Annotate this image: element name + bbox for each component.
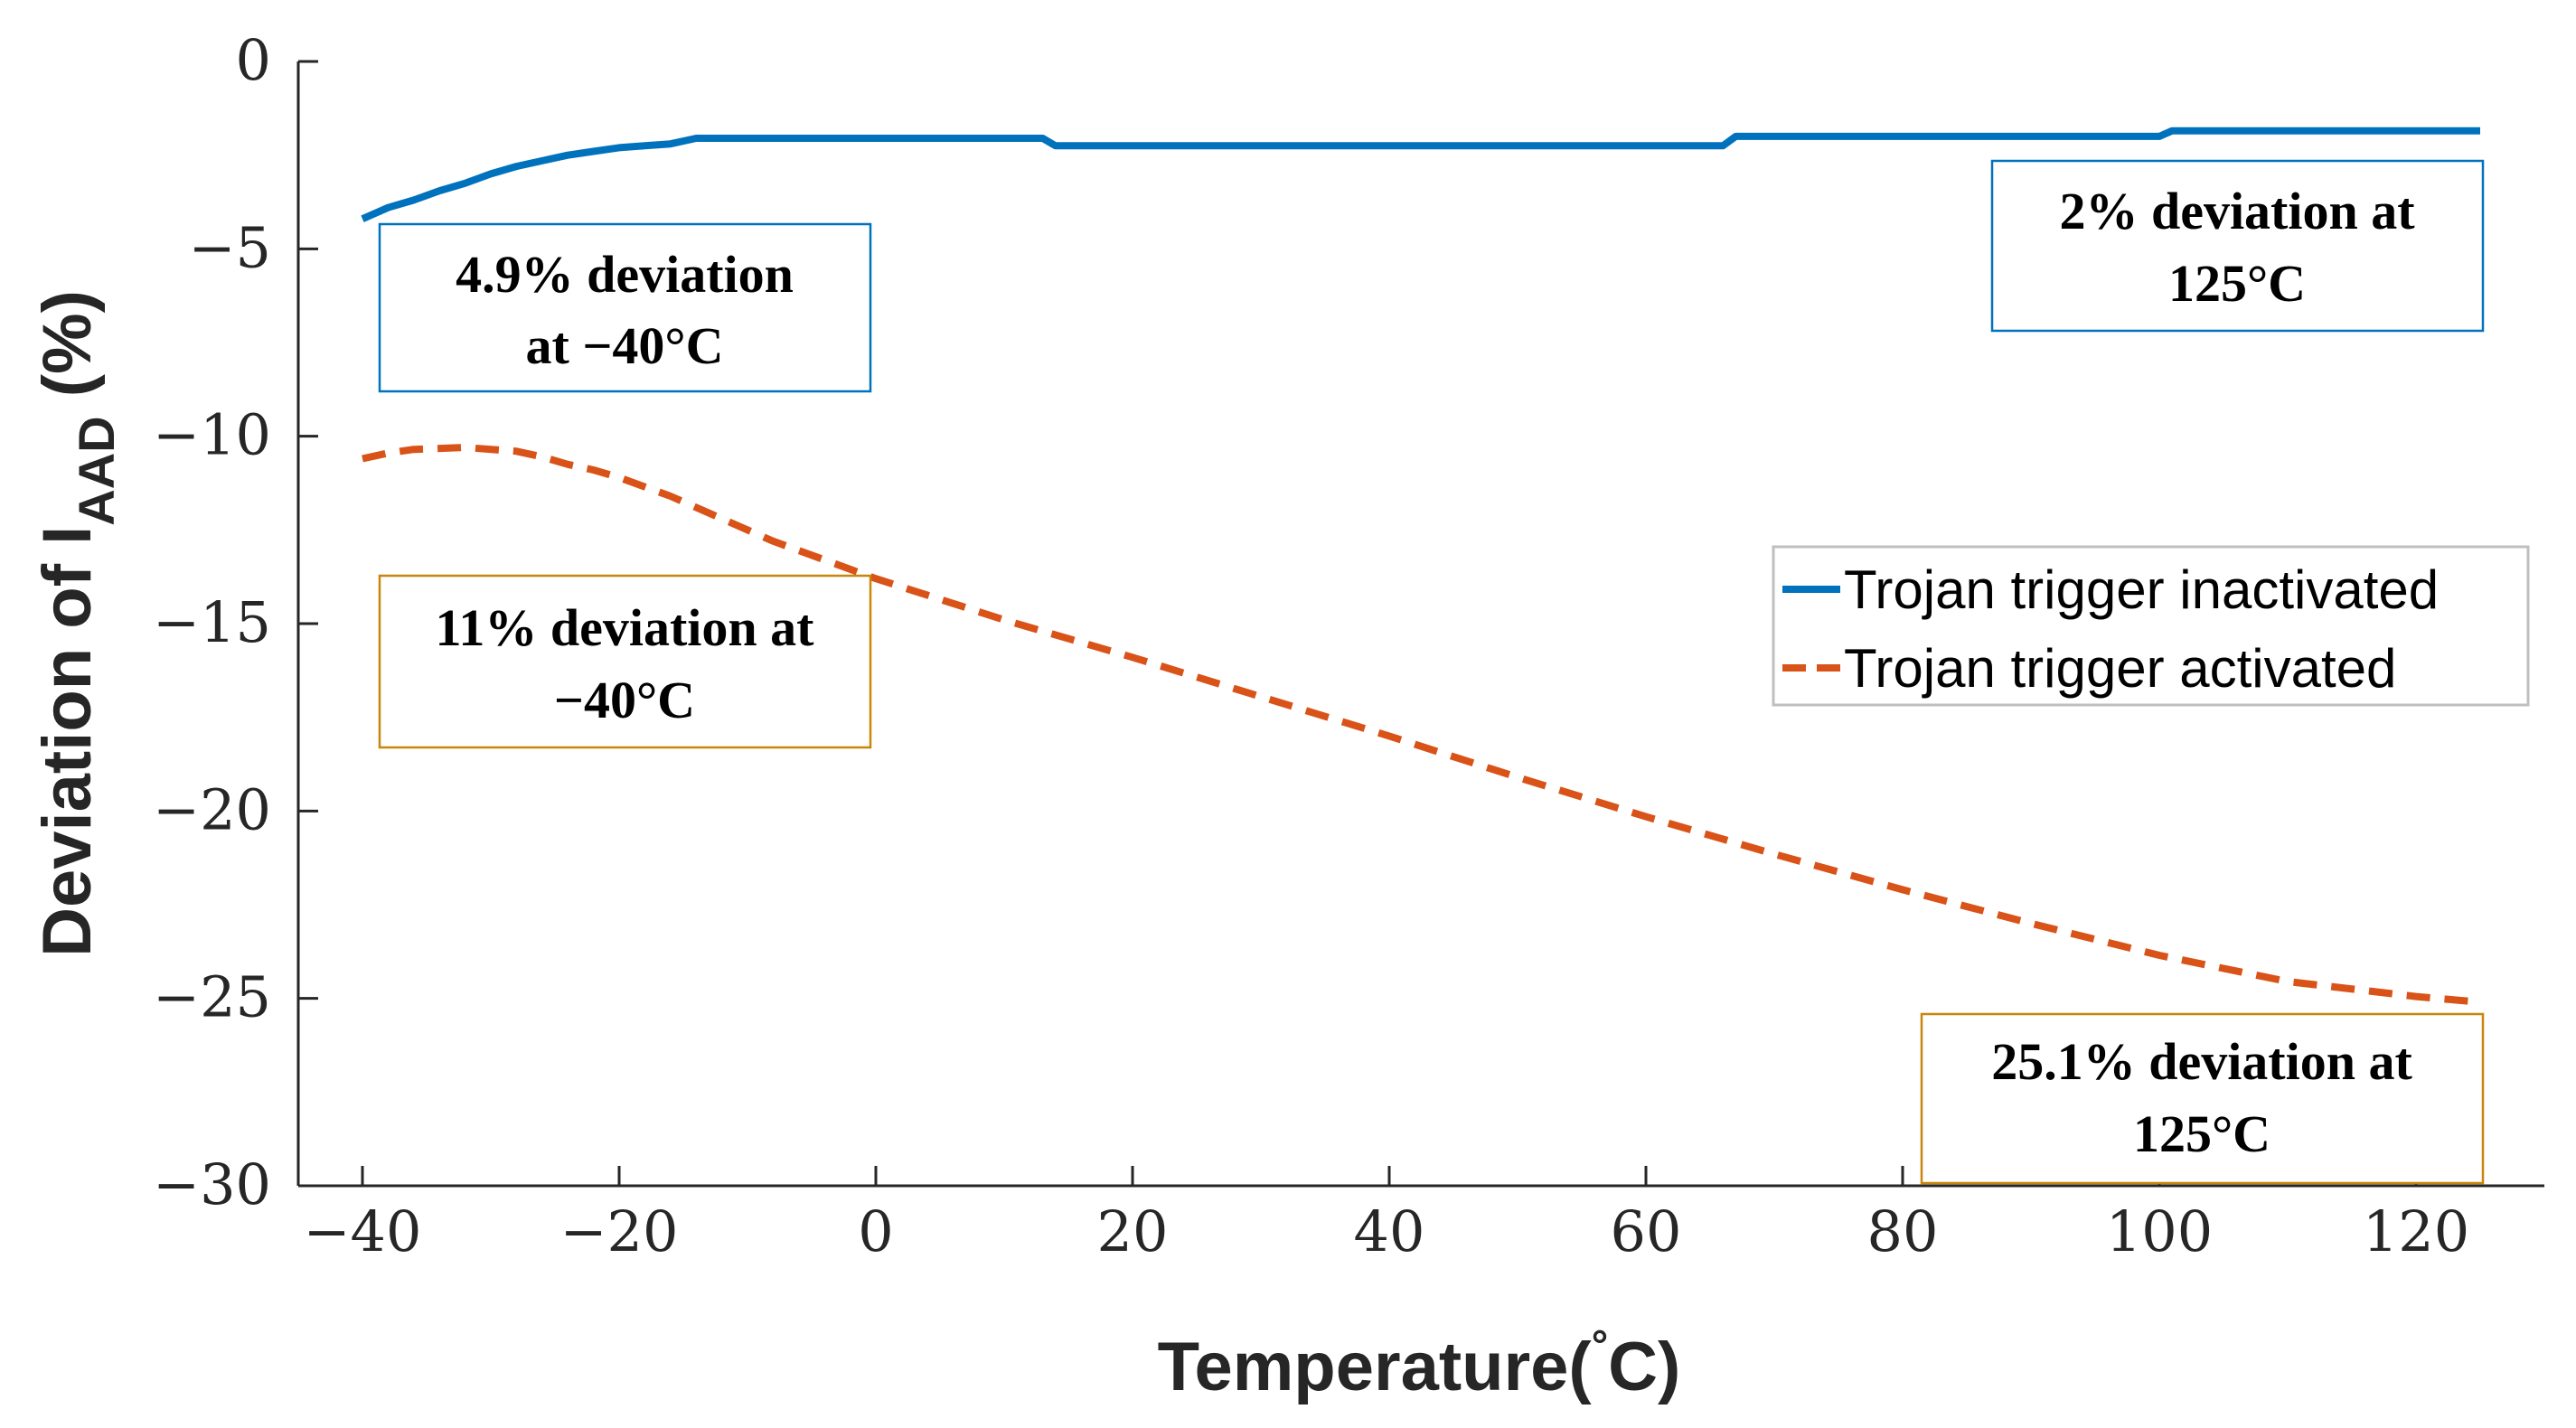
annotation-border (1990, 159, 2485, 333)
annotation-line: −40°C (554, 671, 695, 729)
annotation-line: at −40°C (526, 316, 724, 375)
y-axis-title-unit: (%) (29, 290, 106, 416)
legend: Trojan trigger inactivated Trojan trigge… (1772, 545, 2530, 707)
y-tick-label: 0 (236, 27, 271, 93)
annotation-border (378, 222, 872, 393)
annotations-layer: 4.9% deviation at −40°C 2% deviation at … (378, 159, 2485, 1185)
x-axis-title-degree: ° (1592, 1321, 1608, 1368)
annotation-line: 125°C (2133, 1104, 2270, 1163)
y-tick-label: −30 (153, 1151, 271, 1217)
annotation-box-blue-left: 4.9% deviation at −40°C (378, 222, 872, 393)
annotation-box-orange-right: 25.1% deviation at 125°C (1920, 1012, 2485, 1185)
y-tick-label: −5 (189, 214, 271, 280)
annotation-line: 25.1% deviation at (1991, 1032, 2412, 1091)
x-tick-label: 120 (2363, 1198, 2469, 1264)
x-tick-label: 100 (2106, 1198, 2213, 1264)
y-axis-title-subscript: AAD (68, 416, 125, 525)
x-tick-label: −40 (304, 1198, 422, 1264)
annotation-box-orange-left: 11% deviation at −40°C (378, 574, 872, 749)
annotation-border (378, 574, 872, 749)
y-axis-title: Deviation of IAAD (%) (29, 290, 125, 957)
series-line-activated (362, 444, 2481, 1006)
series-layer (361, 127, 2481, 1006)
x-tick-label: 20 (1097, 1198, 1169, 1264)
y-axis-title-main: Deviation of I (29, 526, 106, 957)
series-line-inactivated (361, 127, 2480, 222)
y-tick-label: −15 (153, 589, 271, 655)
x-tick-label: −20 (560, 1198, 679, 1264)
annotation-line: 125°C (2168, 254, 2306, 313)
annotation-line: 4.9% deviation (456, 245, 794, 304)
x-tick-label: 40 (1354, 1198, 1425, 1264)
legend-label-activated: Trojan trigger activated (1844, 638, 2396, 699)
annotation-box-blue-right: 2% deviation at 125°C (1990, 159, 2485, 333)
y-tick-label: −20 (153, 776, 271, 842)
annotation-border (1920, 1012, 2485, 1185)
legend-label-inactivated: Trojan trigger inactivated (1844, 559, 2439, 620)
x-axis-title: Temperature(°C) (1158, 1321, 1681, 1405)
y-tick-label: −10 (153, 402, 271, 468)
x-tick-label: 80 (1867, 1198, 1939, 1264)
x-tick-label: 60 (1611, 1198, 1682, 1264)
x-ticks: −40 −20 0 20 40 60 80 100 120 (304, 1166, 2469, 1264)
y-ticks: 0 −5 −10 −15 −20 −25 −30 (153, 27, 318, 1217)
x-tick-label: 0 (858, 1198, 893, 1264)
x-axis-title-main: Temperature( (1158, 1329, 1593, 1405)
y-tick-label: −25 (153, 964, 271, 1030)
annotation-line: 11% deviation at (436, 598, 815, 657)
x-axis-title-unit: C) (1608, 1329, 1680, 1405)
annotation-line: 2% deviation at (2059, 182, 2415, 240)
legend-box (1772, 545, 2530, 707)
